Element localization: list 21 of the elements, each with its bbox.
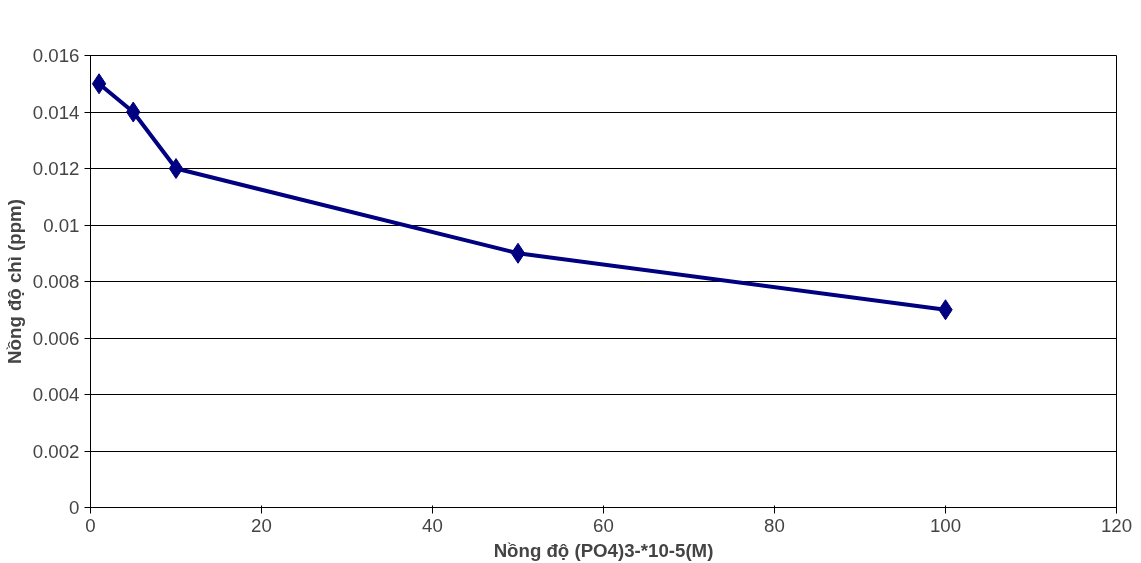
y-axis-title: Nồng độ chì (ppm) xyxy=(3,199,25,364)
y-tick-label: 0.006 xyxy=(32,327,80,349)
y-tick-label: 0.002 xyxy=(32,440,80,462)
x-tick-label: 0 xyxy=(85,514,96,536)
x-tick-label: 100 xyxy=(929,514,962,536)
x-axis-title: Nồng độ (PO4)3-*10-5(M) xyxy=(493,539,714,561)
x-tick-label: 80 xyxy=(764,514,785,536)
point xyxy=(91,73,107,95)
y-tick-label: 0 xyxy=(69,497,80,518)
point xyxy=(510,242,526,264)
y-tick-label: 0.016 xyxy=(32,45,80,66)
point xyxy=(168,158,184,179)
x-tick-label: 60 xyxy=(593,514,614,536)
y-tick-label: 0.012 xyxy=(32,158,80,179)
y-tick-label: 0.014 xyxy=(32,101,80,123)
y-tick-label: 0.004 xyxy=(32,384,80,405)
y-tick-label: 0.01 xyxy=(43,214,80,236)
x-tick-label: 120 xyxy=(1100,514,1133,536)
y-tick-label: 0.008 xyxy=(32,271,80,292)
x-tick-label: 40 xyxy=(422,514,443,536)
x-tick-label: 20 xyxy=(251,514,272,536)
